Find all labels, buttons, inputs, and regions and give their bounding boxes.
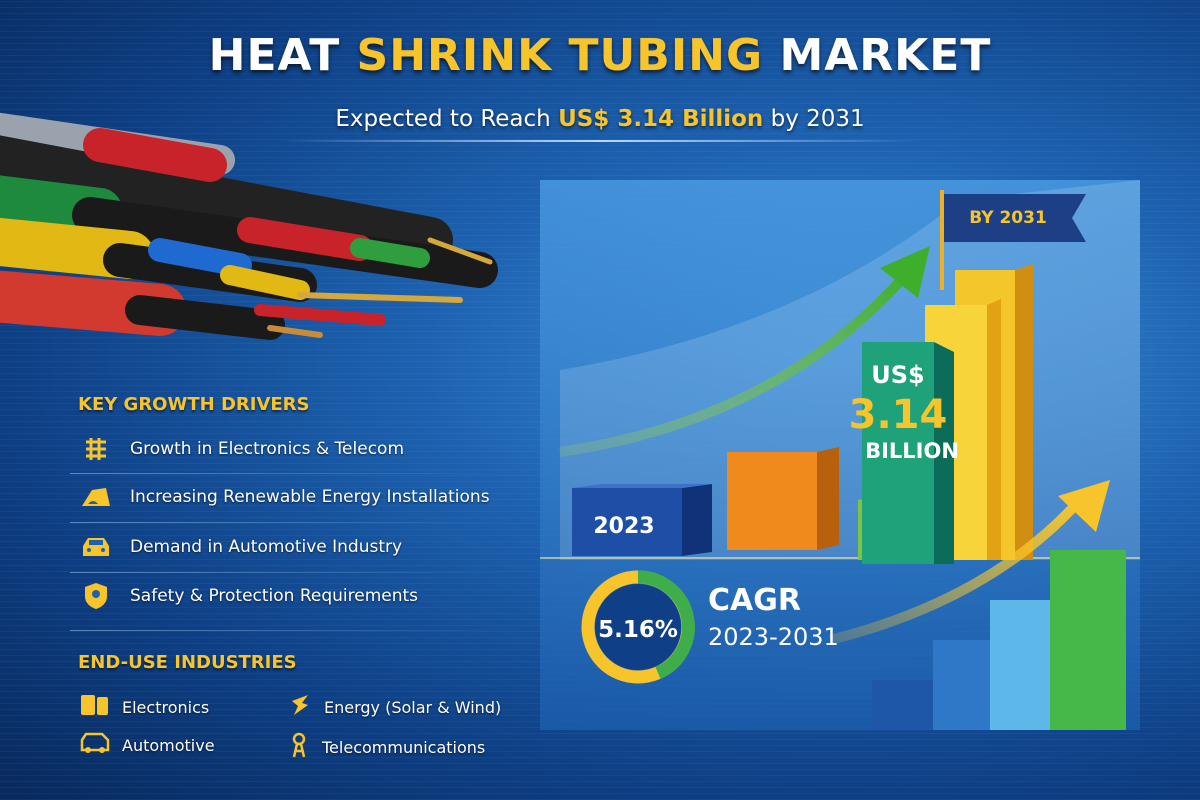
cagr-period: 2023-2031: [708, 623, 839, 651]
value-prefix: US$: [871, 361, 924, 389]
flag: [940, 190, 1086, 290]
industry-label: Energy (Solar & Wind): [324, 697, 502, 717]
lower-bar: [872, 680, 942, 730]
energy-icon: [288, 693, 312, 721]
green-arrow: [559, 266, 914, 457]
yellow-arrowhead: [1058, 480, 1110, 532]
telecom-tower-icon: [288, 732, 310, 762]
driver-item: Growth in Electronics & Telecom: [76, 435, 404, 463]
title-part: HEAT: [208, 30, 357, 81]
driver-label: Increasing Renewable Energy Installation…: [130, 487, 490, 507]
bar-teal: [862, 342, 954, 564]
subtitle-prefix: Expected to Reach: [335, 106, 559, 132]
title-part: MARKET: [763, 30, 992, 81]
industry-item: Automotive: [80, 732, 215, 758]
driver-item: Increasing Renewable Energy Installation…: [76, 483, 490, 511]
electronics-icon: [80, 693, 110, 721]
driver-item: Safety & Protection Requirements: [76, 582, 418, 610]
circuit-icon: [76, 435, 116, 463]
subtitle-value: US$ 3.14 Billion: [558, 106, 764, 132]
solar-panel-icon: [76, 483, 116, 511]
page-title: HEAT SHRINK TUBING MARKET: [0, 30, 1200, 81]
shield-icon: [76, 582, 116, 610]
industries-heading: END-USE INDUSTRIES: [78, 652, 297, 673]
vehicle-icon: [80, 732, 110, 758]
cables-illustration: [0, 112, 498, 340]
yellow-arrow: [828, 496, 1084, 645]
divider: [70, 522, 510, 523]
subtitle-suffix: by 2031: [763, 106, 865, 132]
title-highlight: SHRINK TUBING: [356, 30, 764, 81]
industry-label: Telecommunications: [322, 737, 486, 757]
cagr-label: CAGR: [708, 583, 801, 618]
industry-label: Automotive: [122, 735, 215, 755]
divider: [280, 140, 920, 142]
industry-item: Energy (Solar & Wind): [288, 693, 501, 721]
divider: [70, 572, 510, 573]
green-arrowhead: [880, 246, 930, 298]
lower-bars: [872, 550, 1126, 730]
car-icon: [76, 533, 116, 561]
drivers-heading: KEY GROWTH DRIVERS: [78, 394, 310, 415]
industry-item: Telecommunications: [288, 732, 485, 762]
driver-label: Safety & Protection Requirements: [130, 586, 419, 606]
cagr-donut: [581, 570, 695, 684]
bar-orange: [727, 447, 839, 550]
industry-item: Electronics: [80, 693, 209, 721]
driver-item: Demand in Automotive Industry: [76, 533, 402, 561]
cagr-value: 5.16%: [598, 617, 678, 643]
market-value: 3.14: [849, 392, 948, 438]
flag-label: BY 2031: [969, 208, 1047, 228]
industry-label: Electronics: [122, 697, 210, 717]
divider: [70, 473, 510, 474]
subtitle: Expected to Reach US$ 3.14 Billion by 20…: [0, 106, 1200, 132]
bar-2023: [572, 484, 712, 556]
divider: [70, 630, 510, 631]
driver-label: Growth in Electronics & Telecom: [130, 439, 405, 459]
driver-label: Demand in Automotive Industry: [130, 537, 403, 557]
start-year-label: 2023: [593, 514, 654, 539]
lower-bar: [1050, 550, 1126, 730]
value-unit: BILLION: [865, 439, 959, 463]
